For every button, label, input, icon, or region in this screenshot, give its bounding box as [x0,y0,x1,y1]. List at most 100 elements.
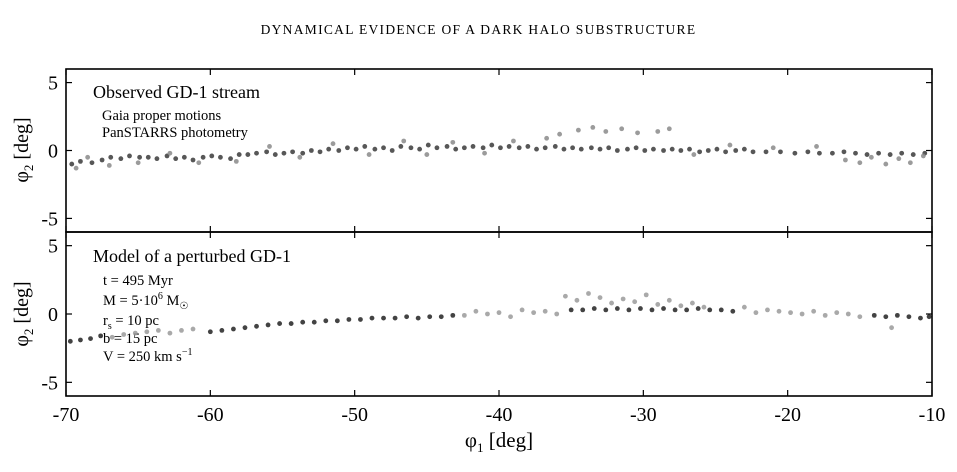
bottom-star-point [485,311,490,317]
top-star-point [99,157,105,163]
top-star-point [228,156,233,162]
top-star-point [792,150,798,156]
top-star-point [118,156,124,162]
top-star-point [575,127,581,133]
top-star-point [425,142,431,148]
annotation-velocity: V = 250 km s−1 [103,347,192,365]
bottom-star-point [562,293,568,299]
bottom-star-point [554,311,560,317]
bottom-star-point [381,315,386,321]
top-star-point [868,154,874,160]
top-star-point [498,145,503,151]
annotation-impact-parameter: b = 15 pc [103,331,158,347]
top-star-point [264,149,270,155]
bottom-star-point [690,300,695,306]
top-star-point [876,150,881,156]
top-star-point [209,153,215,159]
top-star-point [691,152,697,157]
bottom-star-point [461,312,467,318]
top-star-point [196,160,202,166]
bottom-star-point [288,321,294,326]
top-star-point [145,154,151,160]
bottom-star-point [311,319,317,325]
top-star-point [272,152,278,157]
top-star-point [570,145,576,151]
bottom-star-point [614,306,620,311]
top-star-point [534,146,539,152]
xtick-label: -10 [919,404,946,426]
bottom-star-point [632,299,638,305]
bottom-star-point [254,323,259,329]
bottom-star-point [586,291,591,296]
top-star-point [606,145,612,151]
top-star-point [317,149,323,155]
top-star-point [588,145,594,151]
top-star-point [300,150,306,156]
top-star-point [190,157,196,163]
bottom-star-point [926,314,932,320]
top-star-point [267,144,272,149]
bottom-star-point [666,297,672,303]
bottom-star-point [580,307,586,313]
bottom-star-point [219,328,225,333]
top-star-point [896,156,902,162]
top-star-point [841,149,847,155]
bottom-star-point [568,307,574,313]
bottom-star-point [701,304,707,310]
bottom-star-point [822,312,828,318]
bottom-star-point [906,314,912,320]
bottom-star-point [392,315,398,321]
bottom-star-point [678,303,684,309]
bottom-star-point [643,292,649,298]
top-star-point [154,156,160,162]
top-star-point [817,150,822,156]
top-star-point [398,144,404,149]
bottom-star-point [649,307,655,313]
top-annotation-gaia: Gaia proper motions [102,108,222,124]
top-star-point [666,126,672,132]
bottom-star-point [109,334,115,340]
top-star-point [727,142,733,148]
bottom-star-point [597,295,603,300]
top-star-point [424,152,430,157]
top-star-point [167,150,173,156]
bottom-star-point [684,307,690,313]
top-star-point [770,145,776,151]
bottom-star-point [207,329,213,335]
x-axis-label: φ1 [deg] [465,428,533,455]
bottom-ytick-label: 5 [48,236,58,258]
top-star-point [108,154,114,160]
bottom-star-point [591,306,597,311]
top-star-point [920,153,926,159]
top-star-point [830,150,835,156]
xtick-label: -50 [341,404,368,426]
top-star-point [763,149,769,155]
bottom-star-point [811,308,817,314]
bottom-star-point [155,328,161,333]
top-star-point [345,145,350,151]
top-star-point [511,138,516,144]
bottom-star-point [531,310,537,316]
bottom-star-point [609,300,614,306]
top-star-point [561,146,567,152]
top-star-point [461,145,467,151]
top-star-point [353,146,359,152]
bottom-ytick-label: 0 [48,304,58,326]
bottom-star-point [496,310,502,316]
top-star-point [661,148,666,153]
xtick-label: -30 [630,404,657,426]
top-star-point [470,144,476,149]
bottom-star-point [450,312,456,318]
bottom-star-point [358,317,363,322]
top-star-point [619,126,625,132]
top-star-point [281,150,287,156]
top-star-point [401,138,407,144]
bottom-star-point [776,308,782,314]
bottom-star-point [121,332,127,337]
top-star-point [614,148,620,153]
bottom-star-point [620,296,626,302]
bottom-star-point [574,297,580,303]
top-star-point [651,146,656,152]
top-star-point [480,145,486,151]
top-star-point [907,160,913,166]
